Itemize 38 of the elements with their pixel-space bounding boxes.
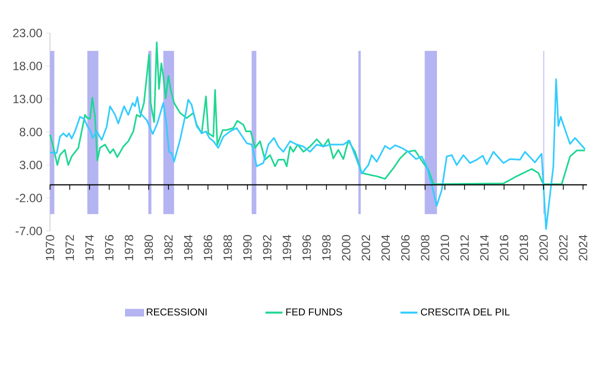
legend-label: RECESSIONI xyxy=(146,308,207,316)
x-tick-label: 1982 xyxy=(164,235,173,260)
y-tick-label: -7.00 xyxy=(16,226,42,236)
x-tick-label: 1988 xyxy=(223,235,232,260)
x-tick-label: 2018 xyxy=(520,235,528,261)
x-tick-label: 1994 xyxy=(282,234,292,260)
y-tick-label: 13.00 xyxy=(13,94,42,104)
x-tick-label: 2012 xyxy=(460,235,469,261)
x-tick-label: 2016 xyxy=(500,235,508,261)
x-tick-label: 1980 xyxy=(144,234,153,260)
x-tick-label: 1972 xyxy=(66,235,74,260)
legend-label: FED FUNDS xyxy=(286,308,342,316)
y-tick-label: 23.00 xyxy=(13,28,42,38)
x-tick-label: 2004 xyxy=(381,234,390,261)
x-tick-label: 1976 xyxy=(105,235,114,260)
y-tick-label: 3.00 xyxy=(20,160,42,170)
y-tick-label: 18.00 xyxy=(13,62,42,70)
x-tick-label: 2020 xyxy=(539,234,548,261)
x-tick-label: 2002 xyxy=(362,235,370,261)
x-tick-label: 1984 xyxy=(184,234,192,260)
x-tick-label: 1970 xyxy=(46,234,54,260)
x-tick-label: 1978 xyxy=(124,235,134,260)
y-tick-label: -2.00 xyxy=(16,194,42,202)
legend-label: CRESCITA DEL PIL xyxy=(420,308,510,316)
x-tick-label: 2022 xyxy=(559,235,568,261)
x-tick-label: 1986 xyxy=(204,235,212,260)
x-tick-label: 2010 xyxy=(440,234,450,261)
x-tick-label: 1990 xyxy=(243,234,252,260)
x-tick-label: 1992 xyxy=(262,235,272,260)
x-tick-label: 1996 xyxy=(302,235,311,260)
x-tick-label: 2024 xyxy=(578,234,588,261)
x-tick-label: 2008 xyxy=(420,235,430,261)
x-tick-label: 2000 xyxy=(342,234,350,261)
x-tick-label: 1998 xyxy=(322,235,331,260)
x-tick-label: 2006 xyxy=(401,235,410,261)
x-tick-label: 1974 xyxy=(85,234,94,260)
y-tick-label: 8.00 xyxy=(20,128,42,136)
x-tick-label: 2014 xyxy=(480,234,489,261)
